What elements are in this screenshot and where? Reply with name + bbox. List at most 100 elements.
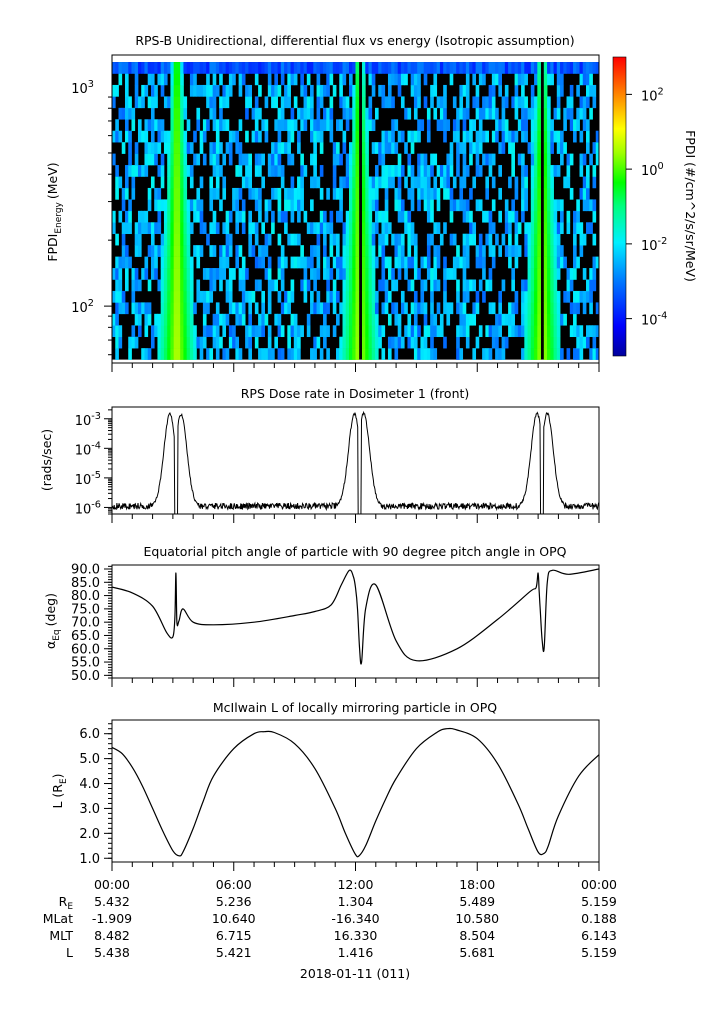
heatmap-cell bbox=[504, 199, 509, 212]
heatmap-cell bbox=[186, 256, 191, 269]
heatmap-cell bbox=[284, 142, 288, 154]
heatmap-cell bbox=[534, 73, 538, 86]
heatmap-cell bbox=[206, 84, 210, 97]
panel3-ylabel-unit: (deg) bbox=[43, 593, 58, 626]
heatmap-cell bbox=[426, 199, 431, 212]
heatmap-cell bbox=[134, 73, 139, 86]
heatmap-cell bbox=[472, 313, 477, 326]
heatmap-cell bbox=[329, 222, 334, 235]
heatmap-cell bbox=[293, 256, 298, 269]
heatmap-cell bbox=[553, 233, 558, 246]
heatmap-cell bbox=[238, 210, 243, 223]
heatmap-cell bbox=[534, 290, 538, 303]
heatmap-cell bbox=[154, 222, 158, 235]
heatmap-cell bbox=[189, 142, 194, 154]
heatmap-cell bbox=[365, 290, 369, 303]
heatmap-cell bbox=[504, 222, 509, 235]
heatmap-cell bbox=[160, 268, 165, 280]
heatmap-cell bbox=[417, 187, 421, 200]
heatmap-cell bbox=[430, 348, 434, 360]
heatmap-cell bbox=[349, 233, 353, 246]
heatmap-cell bbox=[543, 62, 548, 74]
heatmap-cell bbox=[556, 84, 561, 97]
panel2-title: RPS Dose rate in Dosimeter 1 (front) bbox=[241, 386, 470, 401]
heatmap-cell bbox=[254, 62, 259, 74]
heatmap-cell bbox=[485, 348, 490, 360]
heatmap-cell bbox=[404, 325, 408, 338]
heatmap-cell bbox=[189, 336, 194, 349]
heatmap-cell bbox=[316, 336, 321, 349]
heatmap-cell bbox=[368, 222, 373, 235]
heatmap-cell bbox=[336, 245, 340, 257]
heatmap-cell bbox=[527, 279, 532, 292]
heatmap-cell bbox=[128, 210, 132, 223]
heatmap-cell bbox=[248, 313, 253, 326]
heatmap-cell bbox=[550, 119, 554, 132]
heatmap-cell bbox=[482, 153, 486, 166]
heatmap-cell bbox=[352, 279, 356, 292]
heatmap-cell bbox=[202, 336, 207, 349]
heatmap-cell bbox=[329, 96, 334, 109]
heatmap-cell bbox=[212, 73, 217, 86]
heatmap-cell bbox=[232, 130, 236, 143]
heatmap-cell bbox=[228, 336, 233, 349]
heatmap-cell bbox=[319, 130, 324, 143]
heatmap-cell bbox=[349, 348, 353, 360]
heatmap-cell bbox=[137, 233, 142, 246]
heatmap-cell bbox=[368, 199, 373, 212]
heatmap-cell bbox=[361, 84, 366, 97]
heatmap-cell bbox=[274, 62, 278, 74]
heatmap-cell bbox=[290, 62, 295, 74]
heatmap-cell bbox=[491, 73, 496, 86]
heatmap-cell bbox=[319, 96, 324, 109]
heatmap-cell bbox=[511, 199, 515, 212]
ephemeris-label-main: MLat bbox=[43, 911, 73, 926]
heatmap-cell bbox=[176, 119, 181, 132]
heatmap-cell bbox=[160, 165, 165, 177]
heatmap-cell bbox=[368, 256, 373, 269]
heatmap-cell bbox=[495, 62, 499, 74]
heatmap-cell bbox=[384, 279, 389, 292]
heatmap-cell bbox=[462, 279, 467, 292]
heatmap-cell bbox=[290, 313, 295, 326]
heatmap-cell bbox=[400, 165, 405, 177]
heatmap-cell bbox=[287, 153, 291, 166]
heatmap-cell bbox=[514, 222, 519, 235]
heatmap-cell bbox=[277, 199, 282, 212]
heatmap-cell bbox=[556, 142, 561, 154]
heatmap-cell bbox=[238, 153, 243, 166]
heatmap-cell bbox=[232, 268, 236, 280]
heatmap-cell bbox=[436, 199, 441, 212]
heatmap-cell bbox=[397, 187, 402, 200]
heatmap-cell bbox=[209, 222, 214, 235]
heatmap-cell bbox=[189, 290, 194, 303]
heatmap-cell bbox=[566, 290, 571, 303]
heatmap-cell bbox=[355, 222, 360, 235]
heatmap-cell bbox=[550, 187, 554, 200]
panel3-x-axis bbox=[111, 678, 600, 687]
heatmap-cell bbox=[115, 176, 119, 189]
heatmap-cell bbox=[215, 176, 220, 189]
heatmap-cell bbox=[391, 233, 395, 246]
heatmap-cell bbox=[131, 119, 136, 132]
heatmap-cell bbox=[189, 256, 194, 269]
heatmap-cell bbox=[112, 325, 116, 338]
heatmap-cell bbox=[342, 62, 347, 74]
heatmap-cell bbox=[222, 245, 227, 257]
ephemeris-value: 5.421 bbox=[216, 945, 252, 960]
heatmap-cell bbox=[534, 96, 538, 109]
heatmap-cell bbox=[543, 96, 548, 109]
heatmap-cell bbox=[537, 336, 541, 349]
heatmap-cell bbox=[235, 142, 240, 154]
heatmap-cell bbox=[287, 325, 291, 338]
heatmap-cell bbox=[310, 130, 314, 143]
heatmap-cell bbox=[167, 313, 171, 326]
heatmap-cell bbox=[423, 62, 428, 74]
heatmap-cell bbox=[384, 96, 389, 109]
heatmap-cell bbox=[345, 268, 350, 280]
y-tick-label: 102 bbox=[641, 86, 664, 104]
heatmap-cell bbox=[413, 233, 418, 246]
heatmap-cell bbox=[258, 348, 262, 360]
heatmap-cell bbox=[193, 199, 197, 212]
